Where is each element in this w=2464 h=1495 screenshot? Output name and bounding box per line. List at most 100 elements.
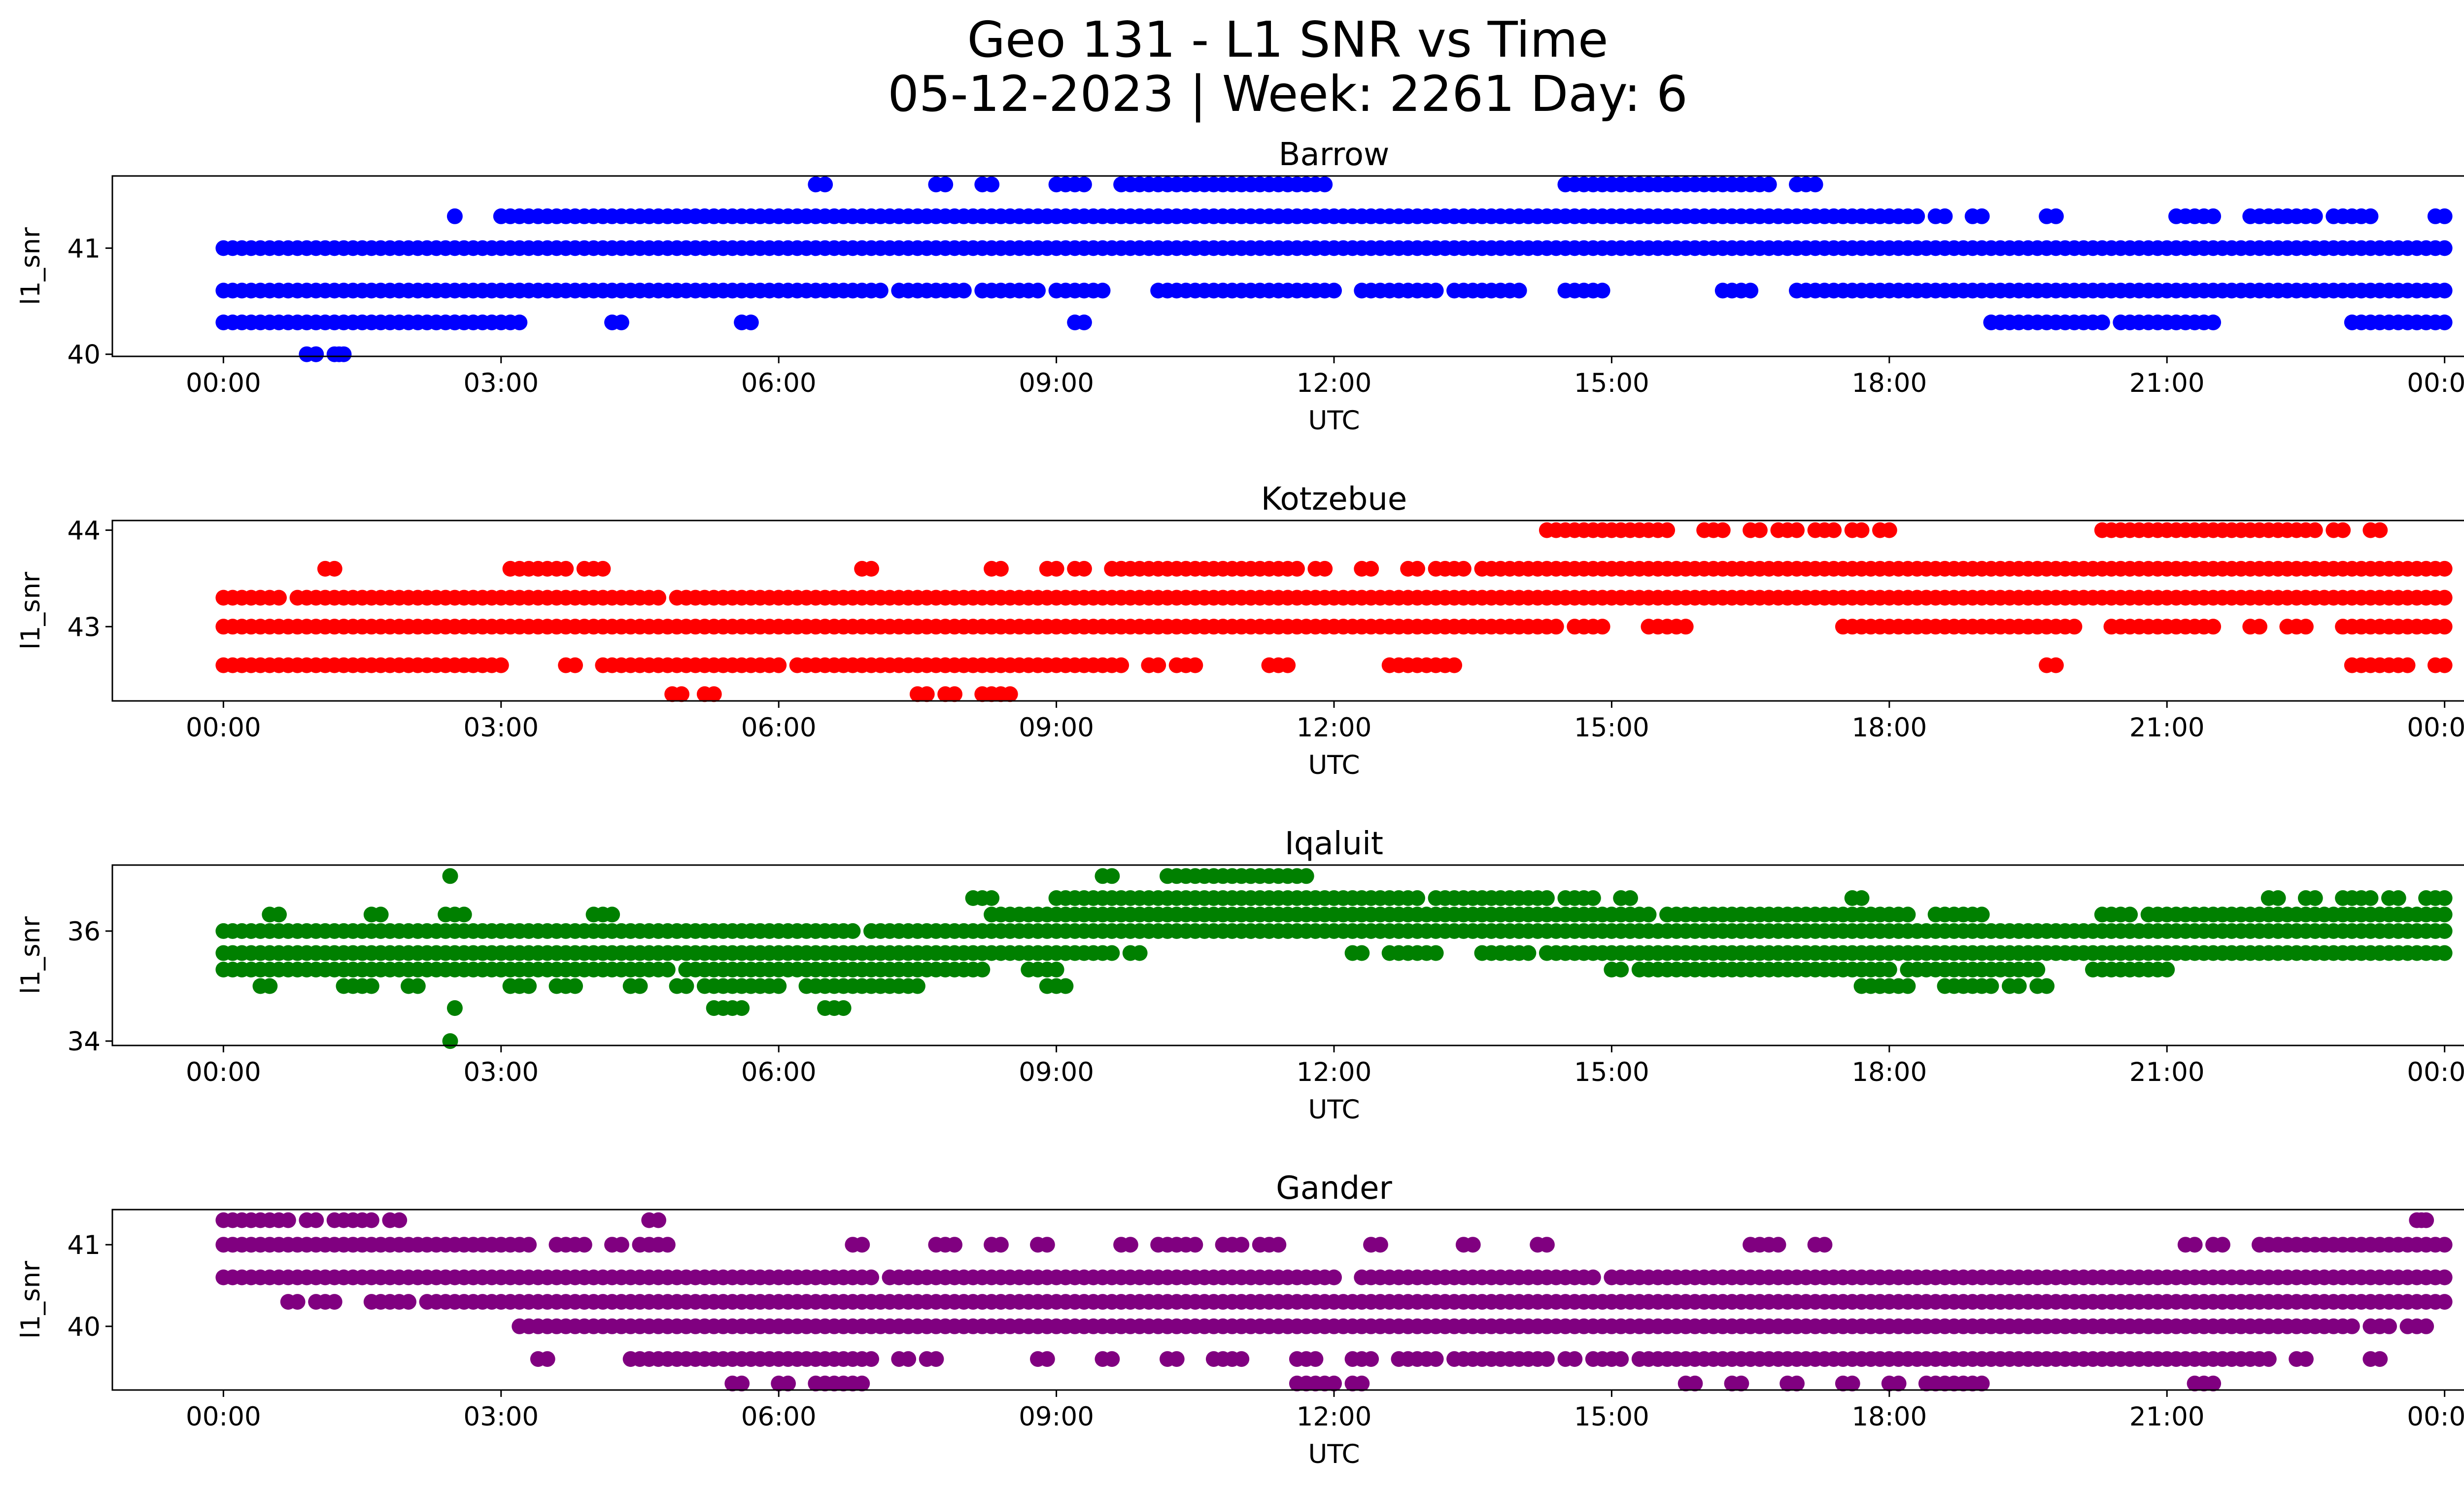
x-tick-label: 18:00 bbox=[1851, 368, 1927, 398]
data-point bbox=[1039, 1237, 1055, 1253]
data-point bbox=[863, 560, 879, 577]
data-point bbox=[2381, 1318, 2397, 1334]
data-point bbox=[1733, 1375, 1749, 1391]
data-point bbox=[1881, 522, 1897, 538]
data-point bbox=[2436, 560, 2453, 577]
data-point bbox=[650, 590, 666, 606]
data-point bbox=[512, 314, 528, 331]
data-point bbox=[2436, 1237, 2453, 1253]
data-point bbox=[1974, 906, 1990, 923]
x-tick-label: 03:00 bbox=[463, 368, 539, 398]
data-point bbox=[2094, 314, 2110, 331]
data-point bbox=[521, 978, 537, 994]
x-tick-label: 03:00 bbox=[463, 713, 539, 743]
data-point bbox=[835, 1000, 852, 1016]
data-point bbox=[659, 1237, 676, 1253]
data-point bbox=[2187, 1237, 2203, 1253]
data-point bbox=[2362, 208, 2379, 224]
x-tick-label: 09:00 bbox=[1019, 368, 1094, 398]
subplot-title: Barrow bbox=[1279, 137, 1390, 173]
data-point bbox=[613, 1237, 629, 1253]
data-point bbox=[308, 1212, 324, 1228]
x-tick-label: 09:00 bbox=[1019, 1402, 1094, 1432]
data-point bbox=[1937, 208, 1953, 224]
data-point bbox=[1113, 560, 1129, 577]
data-point bbox=[1048, 962, 1064, 977]
y-axis-label: l1_snr bbox=[16, 1261, 46, 1339]
data-point bbox=[567, 657, 583, 673]
data-point bbox=[780, 1375, 796, 1391]
data-point bbox=[1030, 282, 1046, 299]
data-point bbox=[1789, 522, 1805, 538]
data-point bbox=[872, 282, 889, 299]
data-point bbox=[2436, 619, 2453, 635]
data-point bbox=[438, 906, 454, 923]
data-point bbox=[1002, 686, 1018, 702]
data-point bbox=[2205, 314, 2222, 331]
data-point bbox=[2270, 890, 2286, 906]
x-tick-label: 15:00 bbox=[1574, 368, 1649, 398]
data-point bbox=[442, 868, 458, 884]
data-point bbox=[1409, 560, 1425, 577]
data-point bbox=[1983, 978, 1999, 994]
x-tick-label: 18:00 bbox=[1851, 713, 1927, 743]
data-point bbox=[1751, 522, 1768, 538]
series-points bbox=[215, 868, 2453, 1049]
data-point bbox=[863, 1351, 879, 1367]
data-point bbox=[331, 346, 347, 362]
data-point bbox=[1770, 1237, 1786, 1253]
data-point bbox=[1909, 208, 1925, 224]
data-point bbox=[363, 1212, 379, 1228]
data-point bbox=[1113, 657, 1129, 673]
x-tick-label: 00:00 bbox=[186, 1057, 261, 1087]
suptitle-line-1: Geo 131 - L1 SNR vs Time bbox=[967, 11, 1608, 69]
data-point bbox=[1428, 282, 1444, 299]
data-point bbox=[2307, 208, 2323, 224]
data-point bbox=[2436, 1269, 2453, 1286]
data-point bbox=[1659, 522, 1676, 538]
data-point bbox=[1594, 619, 1610, 635]
data-point bbox=[771, 978, 787, 994]
y-axis-label: l1_snr bbox=[16, 916, 46, 994]
data-point bbox=[262, 978, 278, 994]
x-tick-label: 21:00 bbox=[2129, 1057, 2205, 1087]
data-point bbox=[2436, 208, 2453, 224]
data-point bbox=[1372, 1237, 1388, 1253]
data-point bbox=[1187, 657, 1203, 673]
x-tick-label: 06:00 bbox=[741, 713, 817, 743]
data-point bbox=[1076, 560, 1092, 577]
data-point bbox=[2413, 1212, 2430, 1228]
data-point bbox=[373, 906, 389, 923]
data-point bbox=[446, 1000, 463, 1016]
x-tick-label: 00:00 bbox=[186, 1402, 261, 1432]
data-point bbox=[2159, 962, 2175, 977]
subplot-gander: Gander 00:00 03:00 06:00 09:00 12:00 15:00 18:0… bbox=[16, 1170, 2464, 1469]
x-tick-label: 15:00 bbox=[1574, 1402, 1649, 1432]
x-tick-label: 21:00 bbox=[2129, 368, 2205, 398]
data-point bbox=[1307, 1351, 1324, 1367]
x-tick-label: 21:00 bbox=[2129, 1402, 2205, 1432]
data-point bbox=[771, 657, 787, 673]
data-point bbox=[1317, 176, 1333, 193]
data-point bbox=[1150, 657, 1166, 673]
data-point bbox=[521, 1237, 537, 1253]
data-point bbox=[2362, 890, 2379, 906]
data-point bbox=[289, 1294, 306, 1310]
data-point bbox=[984, 176, 1000, 193]
x-tick-label: 00:00 bbox=[186, 713, 261, 743]
data-point bbox=[2390, 890, 2406, 906]
data-point bbox=[2011, 978, 2027, 994]
data-point bbox=[817, 176, 833, 193]
data-point bbox=[2297, 619, 2314, 635]
data-point bbox=[1317, 560, 1333, 577]
x-tick-label: 00:00 bbox=[186, 368, 261, 398]
y-tick-label: 34 bbox=[68, 1027, 101, 1057]
data-point bbox=[1104, 868, 1120, 884]
data-point bbox=[613, 314, 629, 331]
data-point bbox=[743, 314, 759, 331]
data-point bbox=[2436, 890, 2453, 906]
data-point bbox=[1187, 1237, 1203, 1253]
data-point bbox=[1455, 560, 1472, 577]
data-point bbox=[1233, 1351, 1250, 1367]
